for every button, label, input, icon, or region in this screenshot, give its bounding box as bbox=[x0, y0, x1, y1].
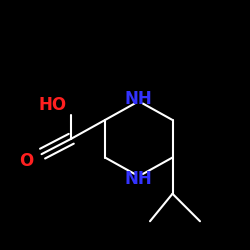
Text: HO: HO bbox=[38, 96, 66, 114]
Text: NH: NH bbox=[125, 90, 152, 108]
Text: O: O bbox=[19, 152, 34, 170]
Text: NH: NH bbox=[125, 170, 152, 188]
